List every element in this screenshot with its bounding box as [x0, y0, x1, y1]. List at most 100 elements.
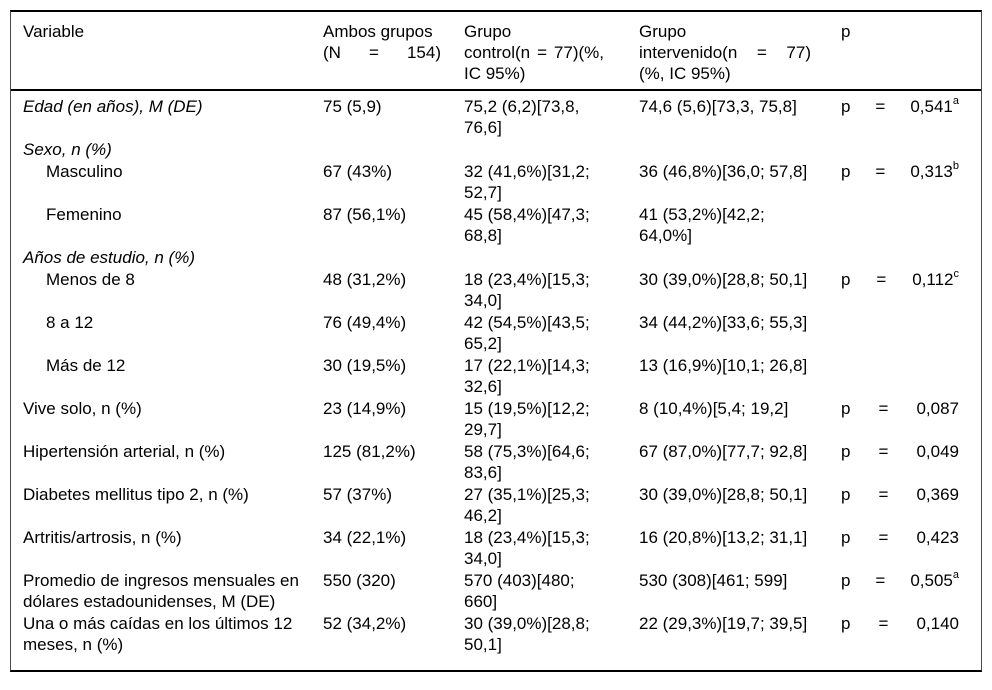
- p-superscript: a: [952, 95, 959, 108]
- table-row: Menos de 8 48 (31,2%) 18 (23,4%)[15,3; 34,…: [23, 269, 969, 311]
- variable-cell: Menos de 8: [46, 270, 135, 289]
- p-value: p = 0,505a: [841, 570, 959, 591]
- header-line-segment: =: [756, 43, 767, 62]
- p-cell: p = 0,112c: [841, 269, 969, 290]
- table-row: Vive solo, n (%) 23 (14,9%) 15 (19,5%)[12,…: [23, 398, 969, 440]
- p-cell: p = 0,140: [841, 613, 969, 634]
- header-cell-p: p: [841, 22, 851, 41]
- p-cell: p = 0,423: [841, 527, 969, 548]
- ambos-grupos-cell: 125 (81,2%): [323, 442, 416, 461]
- header-line-segment: =: [537, 43, 547, 62]
- grupo-intervenido-cell: 22 (29,3%)[19,7; 39,5]: [639, 614, 808, 633]
- header-line: Ambos grupos: [323, 22, 433, 41]
- variable-cell: Artritis/artrosis, n (%): [23, 528, 182, 547]
- variable-cell: Vive solo, n (%): [23, 399, 142, 418]
- grupo-control-cell: 58 (75,3%)[64,6; 83,6]: [464, 442, 590, 482]
- baseline-characteristics-table: Variable Ambos grupos (N = 154) Grupo contro…: [10, 10, 982, 672]
- equals-sign: =: [878, 528, 889, 547]
- header-line-segment: 77)(%,: [553, 43, 604, 62]
- equals-sign: =: [878, 485, 889, 504]
- ambos-grupos-cell: 34 (22,1%): [323, 528, 407, 547]
- p-number: 0,423: [916, 528, 959, 547]
- header-line-segment: 154): [406, 43, 441, 62]
- equals-sign: =: [875, 571, 886, 590]
- grupo-intervenido-cell: 41 (53,2%)[42,2; 64,0%]: [639, 205, 765, 245]
- variable-cell: Femenino: [46, 205, 122, 224]
- p-value: p = 0,369: [841, 484, 959, 505]
- p-value: p = 0,423: [841, 527, 959, 548]
- grupo-control-cell: 30 (39,0%)[28,8; 50,1]: [464, 614, 590, 654]
- equals-sign: =: [875, 97, 886, 116]
- grupo-control-cell: 32 (41,6%)[31,2; 52,7]: [464, 162, 590, 202]
- p-superscript: a: [952, 569, 959, 582]
- table-header-row: Variable Ambos grupos (N = 154) Grupo contro…: [11, 12, 981, 91]
- grupo-intervenido-cell: 8 (10,4%)[5,4; 19,2]: [639, 399, 789, 418]
- variable-cell: Diabetes mellitus tipo 2, n (%): [23, 485, 249, 504]
- p-symbol: p: [841, 162, 851, 181]
- variable-cell: Edad (en años), M (DE): [23, 97, 203, 116]
- p-cell: p = 0,369: [841, 484, 969, 505]
- grupo-intervenido-cell: 530 (308)[461; 599]: [639, 571, 788, 590]
- grupo-intervenido-cell: 67 (87,0%)[77,7; 92,8]: [639, 442, 808, 461]
- p-superscript: c: [953, 268, 960, 281]
- ambos-grupos-cell: 52 (34,2%): [323, 614, 407, 633]
- p-symbol: p: [841, 442, 851, 461]
- p-number: 0,505a: [910, 569, 959, 590]
- header-line: IC 95%): [464, 64, 526, 83]
- equals-sign: =: [878, 442, 889, 461]
- variable-cell: Una o más caídas en los últimos 12 meses…: [23, 614, 293, 654]
- p-symbol: p: [841, 399, 851, 418]
- header-line: (%, IC 95%): [639, 64, 731, 83]
- header-line: Grupo: [639, 22, 687, 41]
- equals-sign: =: [875, 162, 886, 181]
- table-row: Más de 12 30 (19,5%) 17 (22,1%)[14,3; 32,6…: [23, 355, 969, 397]
- header-cell-ambos-grupos: Ambos grupos (N = 154): [323, 21, 464, 63]
- grupo-control-cell: 18 (23,4%)[15,3; 34,0]: [464, 270, 590, 310]
- variable-cell: Masculino: [46, 162, 123, 181]
- p-number: 0,541a: [910, 95, 959, 116]
- grupo-intervenido-cell: 36 (46,8%)[36,0; 57,8]: [639, 162, 808, 181]
- p-number: 0,049: [916, 442, 959, 461]
- ambos-grupos-cell: 67 (43%): [323, 162, 392, 181]
- p-value: p = 0,313b: [841, 161, 959, 182]
- table-row: 8 a 12 76 (49,4%) 42 (54,5%)[43,5; 65,2] 34…: [23, 312, 969, 354]
- header-line: (N = 154): [323, 42, 441, 63]
- grupo-control-cell: 15 (19,5%)[12,2; 29,7]: [464, 399, 590, 439]
- ambos-grupos-cell: 48 (31,2%): [323, 270, 407, 289]
- p-number: 0,087: [916, 399, 959, 418]
- ambos-grupos-cell: 75 (5,9): [323, 97, 382, 116]
- header-line: control(n = 77)(%,: [464, 42, 604, 63]
- ambos-grupos-cell: 30 (19,5%): [323, 356, 407, 375]
- p-cell: p = 0,087: [841, 398, 969, 419]
- table-row: Años de estudio, n (%): [23, 247, 969, 268]
- table-row: Hipertensión arterial, n (%) 125 (81,2%) 5…: [23, 441, 969, 483]
- p-cell: p = 0,541a: [841, 96, 969, 117]
- table-row: Artritis/artrosis, n (%) 34 (22,1%) 18 (23…: [23, 527, 969, 569]
- header-line-segment: control(n: [464, 43, 531, 62]
- table-row: Sexo, n (%): [23, 139, 969, 160]
- grupo-control-cell: 570 (403)[480; 660]: [464, 571, 575, 611]
- header-cell-variable: Variable: [23, 22, 85, 41]
- variable-cell: 8 a 12: [46, 313, 94, 332]
- grupo-intervenido-cell: 16 (20,8%)[13,2; 31,1]: [639, 528, 808, 547]
- header-cell-grupo-intervenido: Grupo intervenido(n = 77) (%, IC 95%): [639, 21, 841, 84]
- equals-sign: =: [878, 399, 889, 418]
- variable-cell: Hipertensión arterial, n (%): [23, 442, 226, 461]
- p-number: 0,313b: [910, 160, 959, 181]
- table-row: Diabetes mellitus tipo 2, n (%) 57 (37%) 2…: [23, 484, 969, 526]
- ambos-grupos-cell: 76 (49,4%): [323, 313, 407, 332]
- variable-cell: Años de estudio, n (%): [23, 248, 195, 267]
- p-symbol: p: [841, 97, 851, 116]
- grupo-intervenido-cell: 30 (39,0%)[28,8; 50,1]: [639, 270, 808, 289]
- grupo-intervenido-cell: 30 (39,0%)[28,8; 50,1]: [639, 485, 808, 504]
- grupo-intervenido-cell: 13 (16,9%)[10,1; 26,8]: [639, 356, 808, 375]
- header-line-segment: intervenido(n: [639, 43, 738, 62]
- ambos-grupos-cell: 23 (14,9%): [323, 399, 407, 418]
- grupo-control-cell: 75,2 (6,2)[73,8, 76,6]: [464, 97, 580, 137]
- header-cell-grupo-control: Grupo control(n = 77)(%, IC 95%): [464, 21, 639, 84]
- header-line: intervenido(n = 77): [639, 42, 811, 63]
- table-body: Edad (en años), M (DE) 75 (5,9) 75,2 (6,2)…: [11, 91, 981, 655]
- p-symbol: p: [841, 528, 851, 547]
- equals-sign: =: [876, 270, 887, 289]
- p-symbol: p: [841, 270, 851, 289]
